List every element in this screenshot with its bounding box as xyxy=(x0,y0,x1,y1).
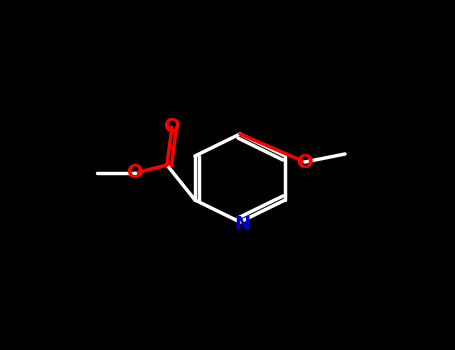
Text: N: N xyxy=(234,215,250,233)
Text: O: O xyxy=(297,153,313,172)
Text: O: O xyxy=(164,118,180,136)
Text: O: O xyxy=(126,163,143,182)
